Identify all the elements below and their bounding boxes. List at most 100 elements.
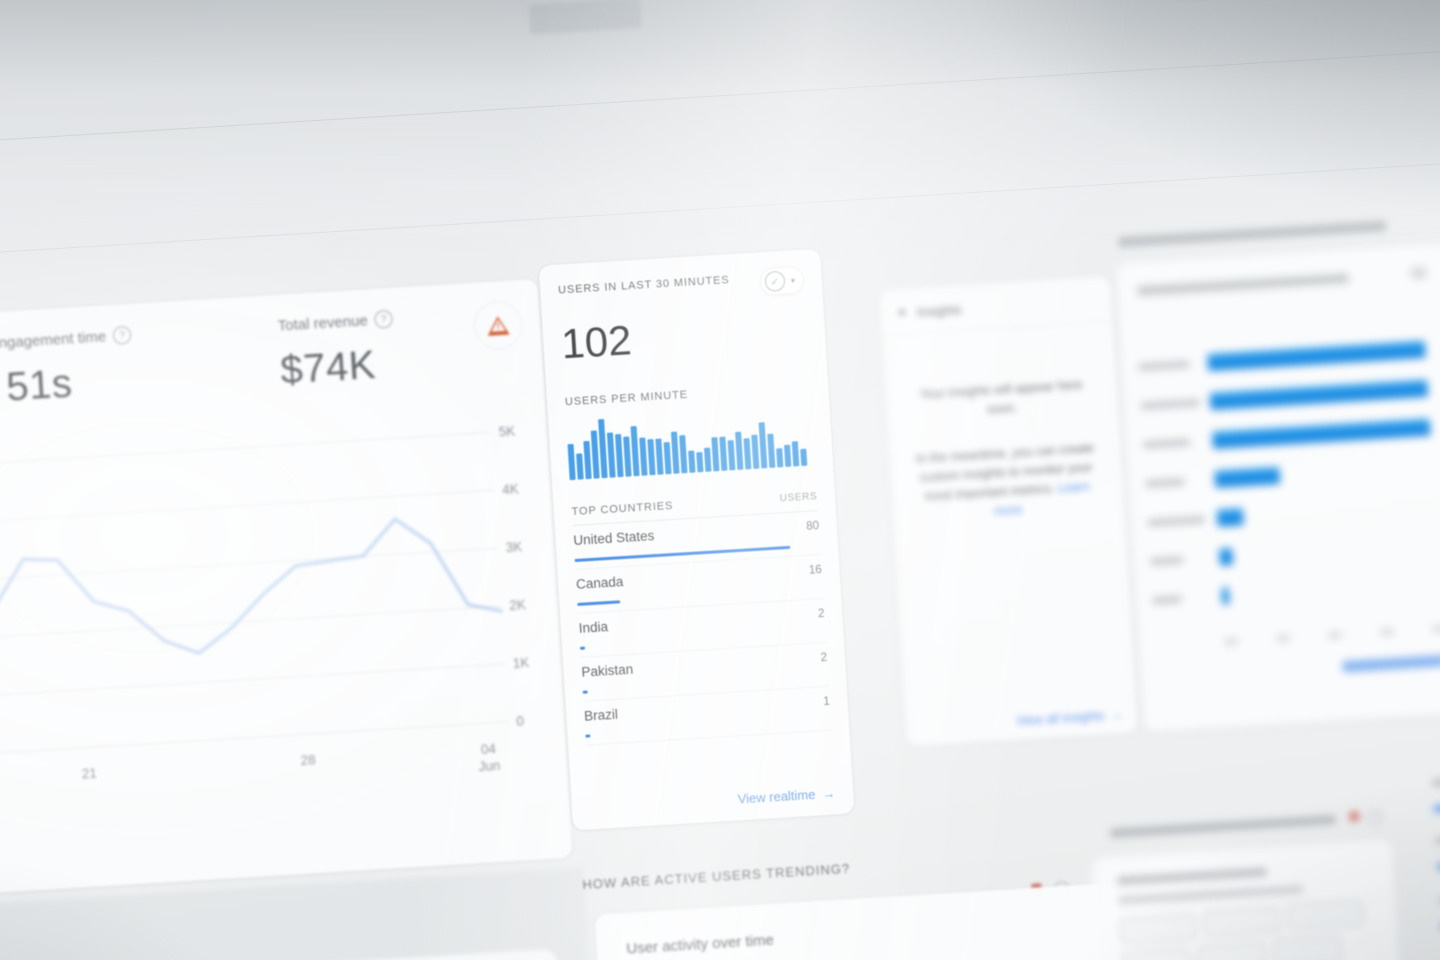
country-name: Canada: [575, 574, 624, 592]
chrome-divider-line: [0, 47, 1440, 145]
active-users-trending-header: HOW ARE ACTIVE USERS TRENDING?: [581, 860, 851, 893]
acquisition-section-illegible: [1091, 809, 1420, 960]
minute-bar: [663, 441, 672, 475]
minute-bar: [743, 438, 752, 470]
engagement-value: m 51s: [0, 361, 74, 412]
help-icon-small[interactable]: [1367, 809, 1384, 826]
minute-bar: [719, 436, 728, 471]
minute-bar: [776, 448, 784, 468]
hbar: [1211, 418, 1431, 449]
engagement-label: engagement time: [0, 327, 107, 352]
warning-icon-small: [1349, 811, 1359, 822]
realtime-status-dropdown[interactable]: ✓ ▾: [759, 265, 805, 297]
realtime-title: USERS IN LAST 30 MINUTES: [557, 274, 730, 297]
hbar-row: [1121, 340, 1440, 378]
country-users-value: 1: [822, 695, 831, 709]
minute-bar: [800, 448, 808, 467]
minute-bar: [751, 434, 760, 469]
browser-tab-remnant: [1172, 0, 1230, 2]
horizontal-bar-chart-card: [1115, 243, 1440, 733]
y-axis-tick: 4K: [501, 481, 520, 498]
filter-chip-illegible[interactable]: [1121, 948, 1192, 960]
x-axis-tick: 04 Jun: [478, 741, 501, 775]
minute-bar: [688, 450, 696, 473]
minute-bar: [711, 436, 720, 472]
browser-tab-remnant: [528, 0, 643, 35]
hbar: [1219, 547, 1234, 566]
data-warning-button[interactable]: [472, 299, 524, 351]
insights-icon: ✦: [895, 304, 909, 321]
help-icon[interactable]: ?: [112, 325, 132, 345]
horizontal-bar-chart[interactable]: [1116, 243, 1440, 605]
y-axis-tick: 2K: [508, 597, 527, 614]
users-per-minute-chart[interactable]: [566, 403, 815, 481]
country-bar: [579, 646, 586, 650]
minute-bar: [630, 426, 640, 477]
users-per-minute-label: USERS PER MINUTE: [564, 388, 689, 409]
country-name: Pakistan: [581, 661, 634, 680]
filter-chip-illegible[interactable]: [1119, 913, 1197, 945]
trend-line-chart[interactable]: 5K 4K 3K 2K 1K 0 21 28 04 Jun: [0, 419, 567, 801]
user-activity-title: User activity over time: [625, 931, 775, 958]
insights-card: ✦ Insights Your insights will appear her…: [878, 275, 1139, 748]
help-icon[interactable]: ?: [374, 309, 394, 329]
hbar-label-illegible: [1151, 595, 1183, 605]
country-name: Brazil: [583, 706, 619, 724]
hbar: [1207, 340, 1426, 371]
minute-bar: [670, 431, 680, 474]
warning-triangle-icon: [486, 315, 510, 336]
chrome-divider-line: [0, 159, 1440, 256]
filter-chip-illegible[interactable]: [1273, 934, 1343, 960]
users-column-header: USERS: [779, 491, 818, 505]
link-row-illegible[interactable]: [1433, 799, 1440, 814]
hbar: [1214, 466, 1281, 488]
snapshot-metrics-card: engagement time ? m 51s Total revenue ? …: [0, 278, 573, 901]
hbar: [1209, 379, 1429, 410]
country-users-value: 16: [808, 563, 823, 577]
section-header-illegible: [1110, 815, 1337, 838]
x-axis-tick: 28: [300, 752, 317, 769]
filter-chip-illegible[interactable]: [1197, 941, 1267, 960]
y-axis-tick: 5K: [498, 423, 516, 440]
engagement-metric: engagement time ? m 51s: [0, 325, 135, 412]
hbar-label-illegible: [1147, 515, 1206, 527]
minute-bar: [655, 438, 664, 475]
section-header-illegible: [1117, 220, 1387, 248]
hbar: [1216, 508, 1244, 527]
country-users-value: 2: [820, 651, 828, 665]
trend-line: [0, 517, 505, 669]
hbar-row: [1126, 418, 1440, 456]
minute-bar: [758, 421, 768, 469]
hbar-row: [1129, 457, 1440, 495]
hbar-row: [1131, 495, 1440, 533]
minute-bar: [791, 441, 800, 467]
arrow-right-icon: →: [1110, 707, 1124, 723]
minute-bar: [784, 444, 792, 467]
insights-title: Insights: [916, 301, 963, 320]
top-countries-header: TOP COUNTRIES: [571, 499, 674, 519]
y-axis-tick: 3K: [505, 539, 523, 556]
card-menu-icon[interactable]: [1410, 266, 1428, 280]
country-users-value: 80: [805, 520, 820, 533]
hbar-label-illegible: [1142, 438, 1191, 450]
hbar-axis-tick-illegible: [1224, 637, 1239, 646]
top-countries-table: United States 80 Canada 16 India 2 Pakistan 2 Br…: [572, 511, 832, 746]
chevron-down-icon: ▾: [790, 275, 796, 285]
filter-chip-illegible[interactable]: [1203, 906, 1281, 938]
minute-bar: [735, 431, 744, 470]
hbar-row: [1133, 534, 1440, 572]
card-subtitle-illegible: [1118, 885, 1304, 905]
partial-card: [1091, 839, 1401, 960]
hbar-axis-tick-illegible: [1328, 631, 1342, 640]
filter-chip-illegible[interactable]: [1286, 899, 1365, 931]
realtime-users-card: USERS IN LAST 30 MINUTES ✓ ▾ 102 USERS P…: [538, 248, 855, 831]
minute-bar: [583, 440, 592, 480]
minute-bar: [679, 434, 688, 474]
y-axis-tick: 0: [515, 713, 525, 729]
card-footer-link-illegible[interactable]: [1342, 655, 1440, 673]
hbar: [1221, 587, 1230, 605]
country-name: United States: [572, 528, 655, 549]
text-row-illegible: [1435, 833, 1440, 845]
view-all-insights-link[interactable]: View all insights →: [1016, 708, 1124, 729]
